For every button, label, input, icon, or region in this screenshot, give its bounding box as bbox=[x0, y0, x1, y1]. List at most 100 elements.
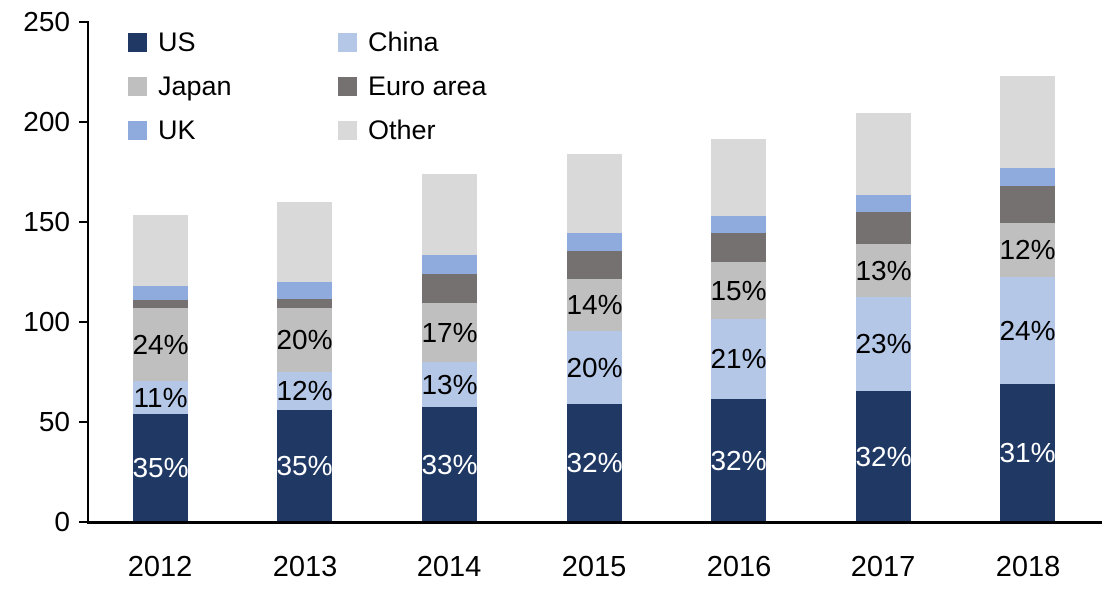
bar-segment-japan: 13% bbox=[855, 244, 912, 297]
x-axis-label-2012: 2012 bbox=[127, 551, 193, 583]
bar-segment-label: 14% bbox=[566, 289, 623, 320]
legend-item-uk: UK bbox=[128, 115, 338, 145]
bar-segment-label: 32% bbox=[710, 444, 767, 476]
legend-label: Japan bbox=[158, 70, 232, 101]
bar-segment-label: 13% bbox=[855, 254, 912, 286]
legend-item-us: US bbox=[128, 26, 338, 57]
bar-segment-uk bbox=[1000, 168, 1055, 186]
bar-segment-japan: 14% bbox=[566, 279, 623, 331]
y-axis-tick-label: 50 bbox=[38, 406, 70, 437]
bar-segment-japan: 15% bbox=[710, 262, 767, 319]
bar-segment-uk bbox=[856, 195, 911, 212]
y-axis-tick bbox=[79, 421, 88, 423]
bar-segment-label: 24% bbox=[999, 314, 1056, 346]
bar-segment-us: 35% bbox=[276, 410, 333, 522]
bar-segment-label: 21% bbox=[710, 343, 767, 374]
legend-item-other: Other bbox=[338, 114, 487, 145]
y-axis-tick bbox=[79, 321, 88, 323]
y-axis-tick bbox=[79, 121, 88, 123]
bar-segment-us: 32% bbox=[566, 404, 623, 522]
bar-segment-uk bbox=[567, 233, 622, 251]
bar-segment-uk bbox=[422, 255, 477, 274]
bar-segment-china: 12% bbox=[276, 372, 333, 410]
bar-segment-japan: 17% bbox=[421, 303, 478, 362]
legend-swatch-other bbox=[338, 120, 357, 140]
bar-segment-china: 11% bbox=[133, 381, 188, 414]
bar-segment-label: 24% bbox=[132, 328, 189, 360]
y-axis-tick bbox=[79, 521, 88, 523]
bar-segment-label: 12% bbox=[276, 375, 333, 406]
x-axis-label-2013: 2013 bbox=[272, 551, 338, 583]
y-axis-tick-label: 0 bbox=[54, 506, 70, 537]
bar-segment-label: 33% bbox=[421, 448, 478, 480]
bar-segment-euro-area bbox=[856, 212, 911, 244]
bar-segment-us: 35% bbox=[132, 414, 189, 522]
bar-segment-label: 35% bbox=[132, 452, 189, 483]
legend-item-euro-area: Euro area bbox=[338, 70, 487, 101]
bar-segment-china: 13% bbox=[421, 362, 478, 407]
legend-swatch-japan bbox=[128, 76, 147, 96]
x-axis-label-2015: 2015 bbox=[561, 551, 627, 583]
legend-swatch-china bbox=[338, 32, 357, 52]
bar-segment-us: 32% bbox=[855, 391, 912, 522]
y-axis-line bbox=[87, 21, 89, 523]
bar-segment-euro-area bbox=[1000, 186, 1055, 223]
bar-segment-us: 31% bbox=[999, 384, 1056, 522]
bar-segment-other bbox=[1000, 76, 1055, 168]
x-axis-label-2016: 2016 bbox=[706, 551, 772, 583]
y-axis-tick bbox=[79, 21, 88, 23]
legend-label: Other bbox=[368, 114, 436, 145]
bar-segment-label: 31% bbox=[999, 437, 1056, 468]
bar-segment-label: 20% bbox=[276, 324, 333, 355]
bar-2015: 32% 20% 14% bbox=[566, 0, 623, 522]
bar-segment-euro-area bbox=[422, 274, 477, 303]
bar-segment-china: 20% bbox=[566, 331, 623, 404]
bar-segment-uk bbox=[711, 216, 766, 233]
x-axis-line bbox=[87, 521, 1102, 524]
x-axis-label-2017: 2017 bbox=[850, 551, 916, 583]
bar-segment-other bbox=[856, 113, 911, 195]
bar-segment-other bbox=[567, 154, 622, 233]
legend-item-japan: Japan bbox=[128, 70, 338, 101]
bar-segment-other bbox=[133, 215, 188, 286]
legend-item-china: China bbox=[338, 26, 487, 57]
legend-swatch-us bbox=[128, 32, 147, 52]
bar-segment-euro-area bbox=[711, 233, 766, 262]
bar-2018: 31% 24% 12% bbox=[999, 0, 1056, 522]
bar-segment-us: 33% bbox=[421, 407, 478, 522]
legend-label: US bbox=[158, 26, 196, 57]
bar-segment-japan: 12% bbox=[999, 223, 1056, 277]
bar-2017: 32% 23% 13% bbox=[855, 0, 912, 522]
bar-segment-china: 21% bbox=[710, 319, 767, 399]
bar-segment-japan: 24% bbox=[132, 308, 189, 381]
bar-segment-china: 24% bbox=[999, 277, 1056, 384]
legend-label: China bbox=[368, 26, 439, 57]
bar-segment-other bbox=[277, 202, 332, 282]
y-axis-tick-label: 100 bbox=[23, 306, 70, 337]
bar-segment-euro-area bbox=[277, 299, 332, 308]
bar-segment-other bbox=[422, 174, 477, 255]
bar-segment-label: 32% bbox=[566, 447, 623, 478]
bar-segment-label: 20% bbox=[566, 351, 623, 383]
y-axis-tick bbox=[79, 221, 88, 223]
bar-segment-label: 11% bbox=[133, 381, 188, 413]
legend-swatch-uk bbox=[128, 120, 147, 140]
bar-2014: 33% 13% 17% bbox=[421, 0, 478, 522]
bar-2013: 35% 12% 20% bbox=[276, 0, 333, 522]
bar-segment-other bbox=[711, 139, 766, 216]
bar-segment-euro-area bbox=[567, 251, 622, 279]
legend: US China Japan Euro area UK Other bbox=[128, 26, 487, 145]
bar-segment-uk bbox=[277, 282, 332, 299]
x-axis-label-2014: 2014 bbox=[416, 551, 482, 583]
bar-segment-label: 23% bbox=[855, 328, 912, 359]
y-axis-tick-label: 200 bbox=[23, 106, 70, 137]
legend-label: Euro area bbox=[368, 70, 487, 101]
bar-segment-label: 12% bbox=[999, 234, 1056, 265]
bar-segment-label: 17% bbox=[421, 316, 478, 348]
bar-segment-uk bbox=[133, 286, 188, 300]
bar-segment-china: 23% bbox=[855, 297, 912, 391]
bar-segment-label: 15% bbox=[710, 274, 767, 306]
y-axis-tick-label: 250 bbox=[23, 6, 70, 37]
y-axis-tick-label: 150 bbox=[23, 206, 70, 237]
bar-segment-label: 35% bbox=[276, 450, 333, 481]
